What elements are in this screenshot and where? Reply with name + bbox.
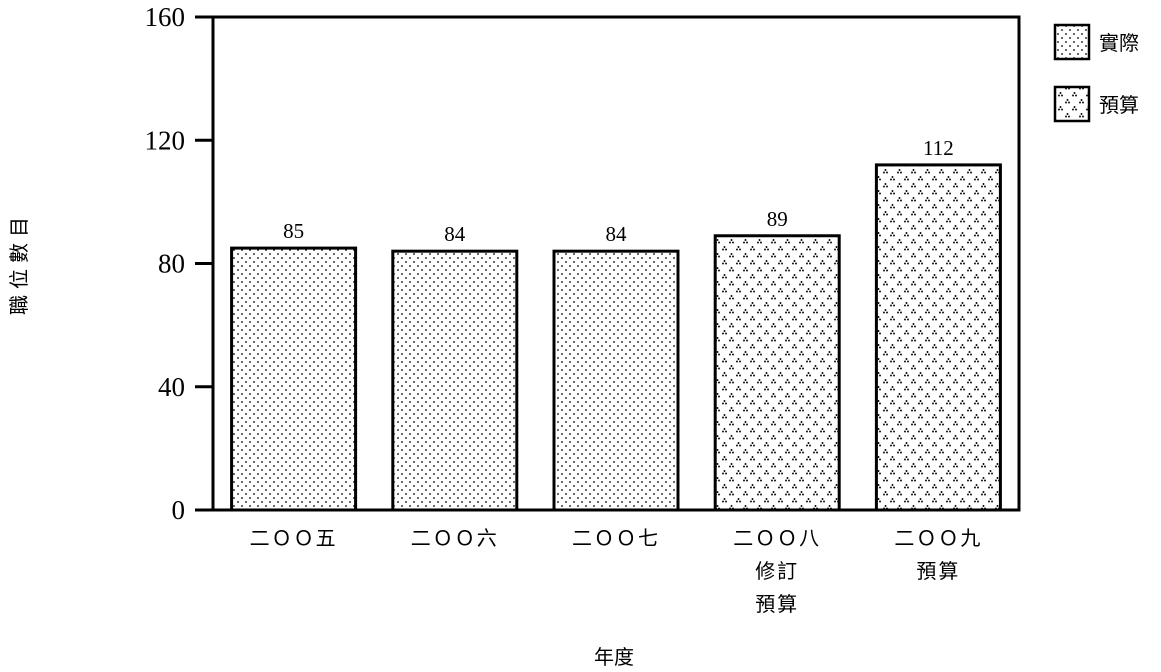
y-tick-label: 160: [145, 2, 186, 32]
legend-label: 實際: [1099, 31, 1139, 55]
bar-value-label: 84: [444, 222, 466, 246]
bar-value-label: 112: [923, 136, 954, 160]
y-tick-label: 40: [158, 372, 185, 402]
x-tick-label: 二ＯＯ九: [894, 526, 982, 550]
bars: 85 84 84 89 112: [232, 136, 1001, 510]
x-tick-label: 修訂: [755, 559, 799, 583]
x-tick-label: 二ＯＯ五: [250, 526, 338, 550]
legend-swatch: [1055, 87, 1089, 121]
bar: [393, 251, 517, 510]
x-axis-title: 年度: [594, 645, 634, 669]
bar: [876, 165, 1000, 510]
x-tick-label: 預算: [916, 559, 960, 583]
bar-value-label: 85: [283, 219, 304, 243]
bar: [232, 248, 356, 510]
x-tick-label: 二ＯＯ七: [572, 526, 660, 550]
bar-value-label: 84: [606, 222, 628, 246]
y-tick-label: 120: [145, 125, 186, 155]
legend-swatch: [1055, 25, 1089, 59]
x-tick-label: 預算: [755, 592, 799, 616]
x-tick-label: 二ＯＯ六: [411, 526, 499, 550]
y-axis: 0 40 80 120 160: [145, 2, 214, 525]
y-tick-label: 80: [158, 249, 185, 279]
bar: [715, 236, 839, 510]
legend-label: 預算: [1099, 93, 1139, 117]
x-tick-label: 二ＯＯ八: [733, 526, 821, 550]
y-axis-title: 職位數目: [7, 211, 31, 315]
bar: [554, 251, 678, 510]
y-tick-label: 0: [172, 495, 186, 525]
bar-value-label: 89: [767, 207, 788, 231]
